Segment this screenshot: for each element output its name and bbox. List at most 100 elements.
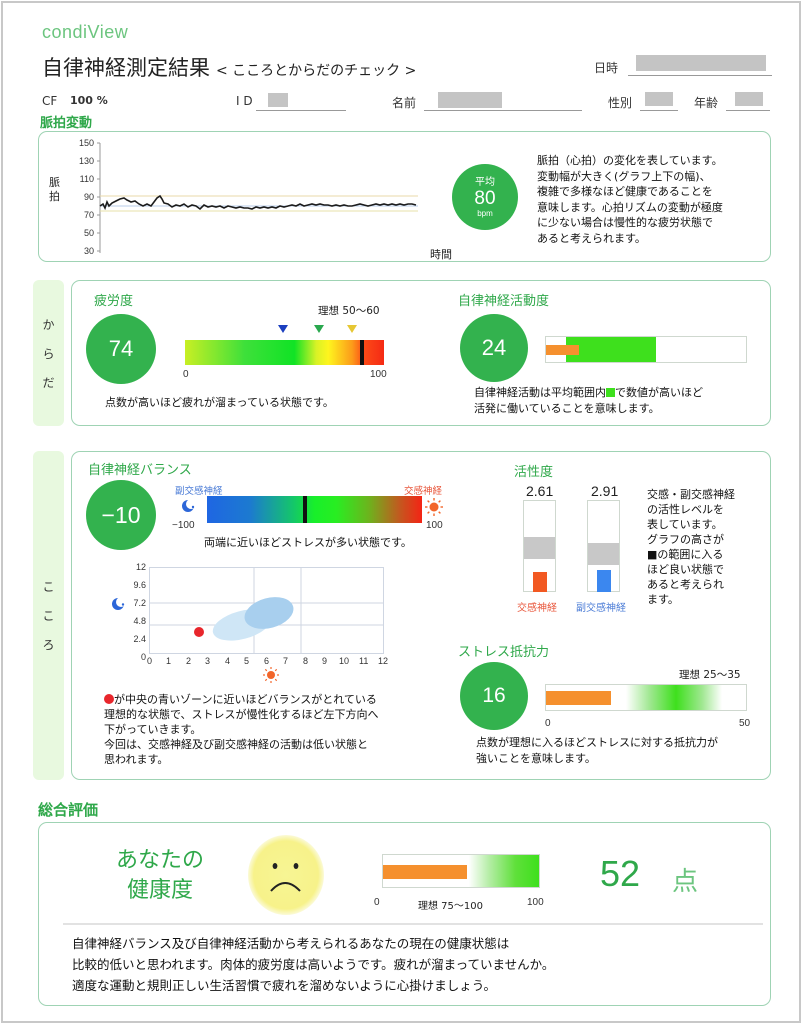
tab-char: ろ [42,638,55,652]
stress-value-bar [546,691,611,705]
scatter-sun-icon [263,667,279,683]
stress-title: ストレス抵抗力 [458,645,550,660]
health-max: 100 [527,897,544,908]
desc-line: ます。 [647,593,679,606]
health-ideal-label: 理想 75〜100 [418,901,483,912]
desc-line: ほど良い状態で [647,563,724,576]
age-underline [726,110,770,111]
title-subtitle: < こころとからだのチェック > [216,63,417,79]
sympathetic-bar [523,500,556,592]
note-line: 今回は、交感神経及び副交感神経の活動は低い状態と [104,738,368,751]
parasympathetic-label: 副交感神経 [175,486,223,497]
desc-line: 意味します。心拍リズムの変動が極度 [537,200,723,214]
desc-line: 自律神経活動は平均範囲内 で数値が高いほど [474,385,703,401]
vitality-title: 活性度 [514,465,554,480]
scatter-moon-icon [112,597,126,610]
activity-value-bar [546,345,579,355]
parasympathetic-label: 副交感神経 [576,603,626,614]
stress-description: 点数が理想に入るほどストレスに対する抵抗力が 強いことを意味します。 [476,735,718,766]
sex-underline [640,110,678,111]
stress-score-badge: 16 [460,662,528,730]
sympathetic-value-bar [533,572,547,592]
stress-bar [545,684,747,711]
scatter-y-ticks: 12 9.6 7.2 4.8 2.4 0 [126,562,148,667]
fatigue-min: 0 [183,369,189,380]
balance-min: −100 [172,520,195,531]
tab-char: こ [42,580,55,594]
avg-value: 80 [474,187,496,209]
page-title: 自律神経測定結果 < こころとからだのチェック > [42,52,416,82]
datetime-label: 日時 [594,61,619,75]
activity-average-range [566,337,656,362]
x-tick: 11 [359,656,369,666]
activity-score-badge: 24 [460,314,528,382]
pulse-section-title: 脈拍変動 [40,116,93,131]
brand-logo: condiView [42,22,129,42]
sympathetic-label: 交感神経 [517,603,557,614]
y-tick: 130 [78,156,94,166]
desc-part: 自律神経活動は平均範囲内 [474,386,606,399]
tab-char: だ [42,375,55,390]
health-label: あなたの 健康度 [100,846,220,906]
ideal-range-band [588,543,619,565]
tab-char: か [42,317,55,332]
y-tick: 90 [83,192,94,202]
overall-card [38,822,771,1006]
fatigue-ideal-label: 理想 50〜60 [318,305,380,317]
pulse-line-chart [97,142,418,253]
x-tick: 7 [283,656,289,666]
sad-face-icon [248,835,324,915]
x-tick: 9 [322,656,328,666]
y-tick: 30 [83,246,94,256]
y-tick: 150 [78,138,94,148]
sex-label: 性別 [608,96,633,110]
y-tick: 12 [135,562,146,572]
note-line: 思われます。 [104,753,169,766]
stress-max: 50 [739,718,751,729]
x-tick: 12 [378,656,389,666]
name-value-redacted [438,92,502,108]
parasympathetic-value-bar [597,570,611,592]
desc-line: 強いことを意味します。 [476,751,596,765]
balance-gradient-bar [207,496,422,523]
x-tick: 5 [244,656,250,666]
desc-part: で数値が高いほど [615,386,703,399]
cf-value: 100 % [70,94,108,107]
note-line: 下がっていきます。 [104,723,202,736]
health-min: 0 [374,897,380,908]
balance-title: 自律神経バランス [88,463,192,478]
desc-line: 表しています。 [647,518,723,531]
fatigue-markers [278,325,357,333]
balance-max: 100 [426,520,443,531]
cf-label: CF [42,94,58,108]
comment-line: 適度な運動と規則正しい生活習慣で疲れを溜めないように心掛けましょう。 [72,978,497,993]
desc-line: グラフの高さが [647,533,724,546]
name-label: 名前 [392,96,417,110]
karada-side-tab: か ら だ [33,280,64,426]
balance-score-badge: −10 [86,480,156,550]
desc-line: の活性レベルを [647,503,724,516]
pulse-description: 脈拍（心拍）の変化を表しています。 変動幅が大きく(グラフ上下の幅)、 複雑で多… [537,153,767,246]
activity-title: 自律神経活動度 [458,294,550,309]
triangle-marker-yellow-icon [347,325,357,333]
activity-description: 自律神経活動は平均範囲内 で数値が高いほど 活発に働いていることを意味します。 [474,385,703,416]
x-tick: 1 [166,656,172,666]
note-text: が中央の青いゾーンに近いほどバランスがとれている [114,693,377,706]
pulse-average-badge: 平均 80 bpm [452,164,518,230]
x-tick: 2 [186,656,192,666]
fatigue-title: 疲労度 [94,294,134,309]
balance-notes: が中央の青いゾーンに近いほどバランスがとれている 理想的な状態で、ストレスが慢性… [104,692,434,767]
id-label: I D [236,94,253,108]
health-score-unit: 点 [672,867,699,897]
id-value-redacted [268,93,288,107]
x-tick: 10 [339,656,350,666]
triangle-marker-blue-icon [278,325,288,333]
comment-line: 自律神経バランス及び自律神経活動から考えられるあなたの現在の健康状態は [72,936,510,951]
x-tick: 8 [303,656,309,666]
title-main: 自律神経測定結果 [42,56,210,80]
sex-value-redacted [645,92,673,106]
sympathetic-label: 交感神経 [404,486,443,497]
x-tick: 0 [147,656,153,666]
pulse-x-label: 時間 [430,248,452,261]
desc-line: ■の範囲に入る [647,548,724,561]
